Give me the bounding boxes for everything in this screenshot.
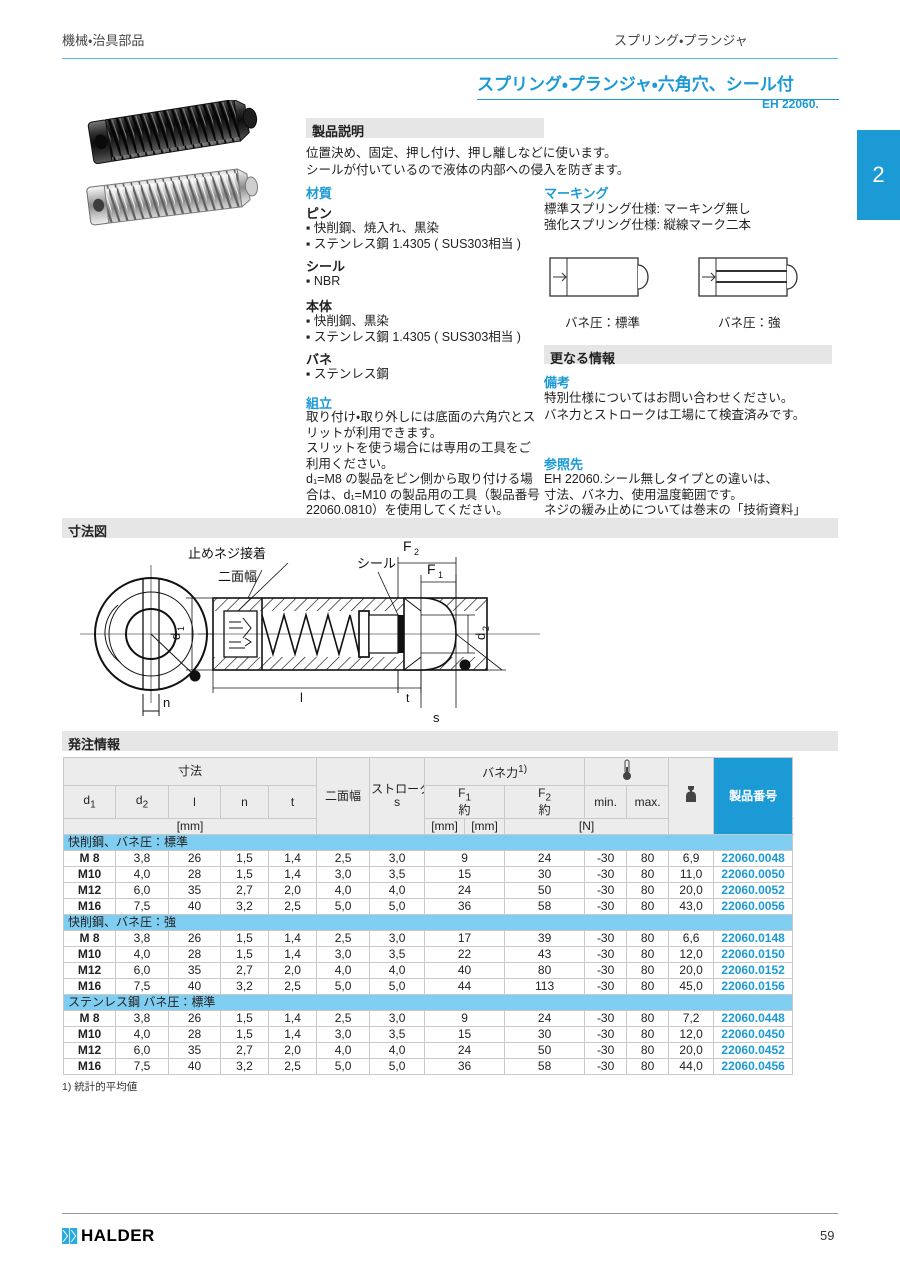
svg-text:1: 1 [176, 626, 186, 631]
svg-text:止めネジ接着: 止めネジ接着 [188, 546, 266, 561]
svg-text:2: 2 [414, 547, 419, 557]
svg-text:s: s [433, 710, 440, 725]
svg-text:2: 2 [481, 626, 491, 631]
svg-text:F: F [403, 538, 412, 554]
svg-text:シール: シール [357, 556, 396, 571]
svg-text:d: d [473, 633, 488, 640]
svg-text:d: d [168, 633, 183, 640]
svg-text:l: l [300, 690, 303, 705]
svg-text:二面幅: 二面幅 [218, 569, 257, 584]
svg-text:t: t [406, 691, 410, 705]
svg-text:n: n [163, 695, 170, 710]
svg-text:1: 1 [438, 570, 443, 580]
svg-text:F: F [427, 561, 436, 577]
